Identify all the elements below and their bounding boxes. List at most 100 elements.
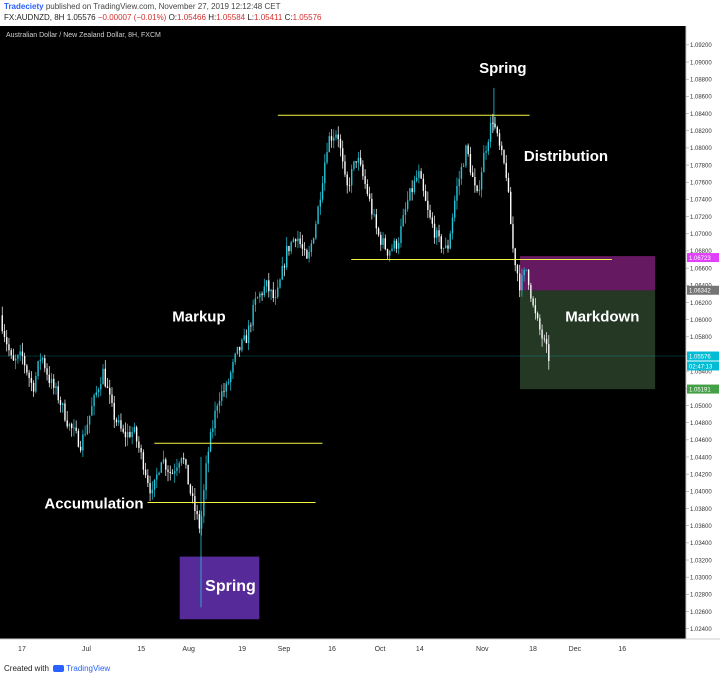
candle (209, 431, 212, 452)
price-badge-label: 1.06723 (689, 256, 711, 262)
price-tick-label: 1.08400 (690, 112, 712, 118)
candle (182, 457, 185, 460)
candle (180, 457, 183, 464)
candle (346, 174, 348, 186)
candle (308, 251, 310, 259)
candle (525, 269, 528, 271)
price-tick-label: 1.06200 (690, 301, 712, 307)
candle (454, 200, 456, 218)
candle (30, 377, 33, 383)
price-tick-label: 1.05000 (690, 404, 712, 410)
chart-container[interactable]: Australian Dollar / New Zealand Dollar, … (0, 26, 720, 658)
candlestick-chart[interactable]: Australian Dollar / New Zealand Dollar, … (0, 26, 720, 658)
candle (451, 217, 454, 234)
candle (17, 355, 19, 359)
candle (53, 378, 55, 388)
candle (380, 234, 382, 245)
candle (541, 329, 543, 339)
candle (50, 378, 53, 384)
candle (415, 177, 418, 181)
price-badge-label: 1.05191 (689, 387, 711, 393)
price-tick-label: 1.04400 (690, 455, 712, 461)
candle (498, 133, 501, 146)
price-tick-label: 1.04200 (690, 472, 712, 478)
candle (386, 249, 389, 256)
candle (321, 183, 324, 200)
candle (424, 190, 427, 201)
candle (57, 386, 59, 401)
candle (37, 361, 39, 377)
candle (373, 214, 375, 216)
candle (474, 177, 476, 186)
price-tick-label: 1.06800 (690, 249, 712, 255)
candle (523, 270, 525, 276)
candle (400, 226, 402, 243)
candle (109, 387, 111, 395)
candle (324, 162, 326, 184)
price-tick-label: 1.09000 (690, 60, 712, 66)
candle (268, 280, 270, 292)
candle (442, 247, 445, 249)
candle (292, 239, 295, 243)
candle (95, 392, 98, 396)
candle (207, 451, 210, 464)
candle (319, 199, 322, 207)
candle (312, 238, 315, 244)
candle (501, 145, 503, 151)
candle (232, 361, 234, 373)
candle (274, 296, 277, 298)
candle (377, 228, 380, 235)
time-tick-label: 16 (328, 646, 336, 653)
candle (187, 464, 189, 485)
candle (272, 289, 274, 298)
candle (310, 243, 313, 252)
candle (433, 223, 436, 238)
price-tick-label: 1.05400 (690, 369, 712, 375)
tradingview-link[interactable]: TradingView (66, 664, 111, 673)
candle (270, 289, 272, 292)
time-tick-label: 14 (416, 646, 424, 653)
price-tick-label: 1.02600 (690, 610, 712, 616)
candle (8, 344, 10, 351)
candle (196, 511, 198, 515)
candle (404, 209, 407, 216)
candle (200, 516, 203, 529)
candle (409, 188, 411, 201)
candle (530, 284, 532, 299)
candle (106, 386, 109, 388)
candle (135, 427, 138, 442)
close-label: C: (284, 13, 293, 22)
candle (348, 185, 351, 187)
candle (438, 230, 440, 237)
chart-title: Australian Dollar / New Zealand Dollar, … (6, 32, 161, 39)
candle (514, 248, 516, 266)
candle (77, 430, 80, 447)
time-axis (0, 639, 720, 658)
candle (156, 474, 158, 480)
candle (84, 433, 86, 435)
close-value: 1.05576 (292, 13, 322, 22)
candle (337, 134, 339, 140)
price-tick-label: 1.03400 (690, 541, 712, 547)
annotation-label: Spring (479, 60, 527, 77)
author-name[interactable]: Tradeciety (4, 2, 44, 11)
candle (247, 325, 250, 343)
candle (216, 405, 218, 411)
price-tick-label: 1.04800 (690, 421, 712, 427)
price-tick-label: 1.08800 (690, 78, 712, 84)
last-price: 1.05576 (66, 13, 96, 22)
candle (118, 420, 120, 423)
candle (10, 350, 12, 356)
candle (1, 315, 3, 332)
candle (339, 139, 342, 149)
price-tick-label: 1.05800 (690, 335, 712, 341)
open-label: O: (168, 13, 178, 22)
candle (393, 240, 395, 249)
candle (359, 157, 362, 165)
candle (469, 154, 472, 173)
candle (223, 391, 225, 393)
candle (26, 365, 28, 373)
candle (516, 265, 519, 274)
candle (169, 471, 171, 474)
candle (371, 198, 373, 215)
